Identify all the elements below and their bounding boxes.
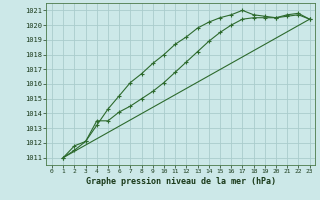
- X-axis label: Graphe pression niveau de la mer (hPa): Graphe pression niveau de la mer (hPa): [86, 177, 276, 186]
